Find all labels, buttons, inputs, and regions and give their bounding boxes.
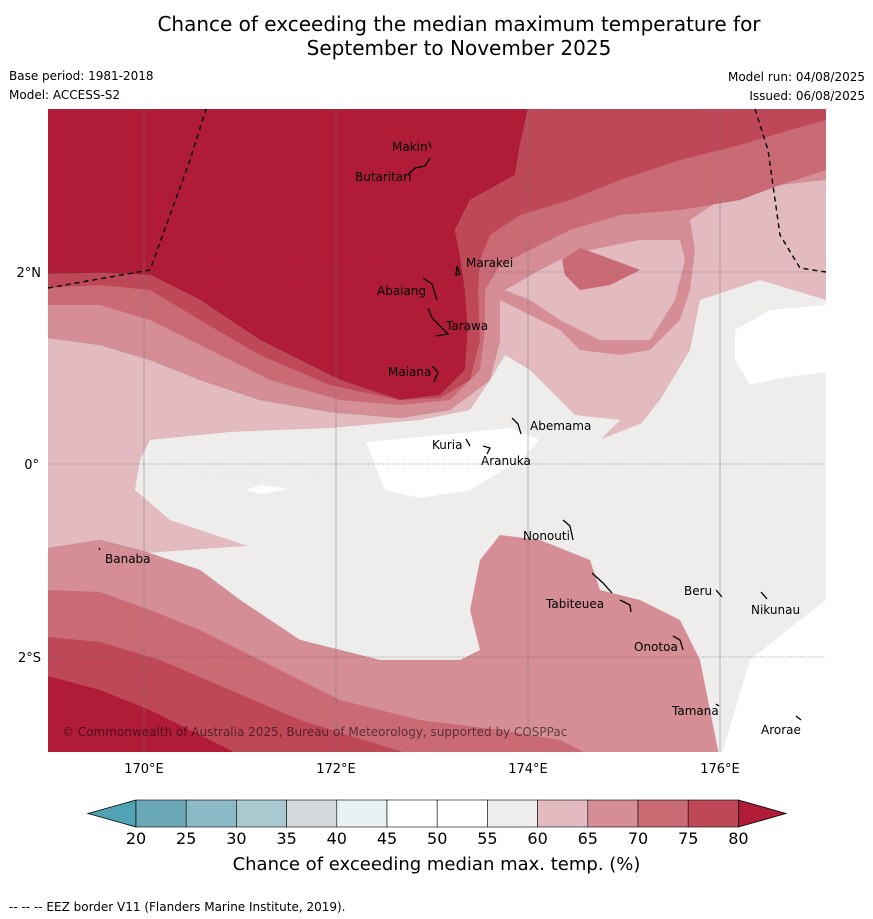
eez-footnote: -- -- -- EEZ border V11 (Flanders Marine… [9,900,346,914]
lat-tick-2s: 2°S [18,651,41,666]
label-onotoa: Onotoa [634,640,678,654]
colorbar-segment [286,799,338,828]
island-labels: Makin Butaritari Marakei Abaiang Tarawa … [105,140,801,737]
lat-tick-0: 0° [24,458,39,473]
colorbar-segment [587,799,639,828]
colorbar-tick-label: 55 [477,829,497,848]
colorbar-segment [687,799,739,828]
colorbar-tick-label: 30 [226,829,246,848]
lon-tick-176: 176°E [700,762,740,777]
label-tamana: Tamana [671,704,719,718]
title-line-1: Chance of exceeding the median maximum t… [157,12,761,36]
label-marakei: Marakei [466,256,513,270]
colorbar: 20 25 30 35 40 45 50 55 60 65 70 75 80 [86,799,788,848]
colorbar-tick-label: 35 [276,829,296,848]
base-period: Base period: 1981-2018 [9,69,154,83]
colorbar-tick-label: 65 [578,829,598,848]
colorbar-tick-label: 70 [628,829,648,848]
label-kuria: Kuria [432,438,463,452]
longitude-tick-labels: 170°E 172°E 174°E 176°E [124,762,740,777]
label-maiana: Maiana [388,365,431,379]
lon-tick-172: 172°E [316,762,356,777]
lon-tick-170: 170°E [124,762,164,777]
colorbar-over-arrow [738,799,788,828]
colorbar-title: Chance of exceeding median max. temp. (%… [232,854,641,875]
label-tabiteuea: Tabiteuea [545,597,604,611]
colorbar-tick-label: 45 [377,829,397,848]
label-makin: Makin [392,140,428,154]
island-outlines [98,141,802,721]
lon-tick-174: 174°E [508,762,548,777]
longitude-gridlines [143,109,721,752]
label-arorae: Arorae [761,723,801,737]
colorbar-tick-label: 60 [527,829,547,848]
label-nonouti: Nonouti [523,529,570,543]
colorbar-segment [185,799,237,828]
colorbar-segment [537,799,589,828]
model-name: Model: ACCESS-S2 [9,88,121,102]
label-abaiang: Abaiang [377,284,426,298]
label-butaritari: Butaritari [355,170,412,184]
colorbar-segment [436,799,488,828]
label-abemama: Abemama [530,419,591,433]
eez-border [47,108,827,289]
label-tarawa: Tarawa [445,319,488,333]
copyright-notice: © Commonwealth of Australia 2025, Bureau… [62,725,567,739]
colorbar-tick-label: 20 [126,829,146,848]
colorbar-tick-label: 40 [327,829,347,848]
colorbar-tick-label: 75 [678,829,698,848]
issued-date: Issued: 06/08/2025 [749,89,865,103]
colorbar-segment [386,799,438,828]
colorbar-tick-label: 80 [728,829,748,848]
colorbar-under-arrow [86,799,137,828]
title-line-2: September to November 2025 [306,36,612,60]
colorbar-segment [487,799,538,828]
latitude-tick-labels: 2°N 0° 2°S [17,266,42,666]
model-run: Model run: 04/08/2025 [727,70,865,84]
colorbar-tick-label: 25 [176,829,196,848]
latitude-gridlines [48,271,826,658]
colorbar-segment [135,799,187,828]
label-nikunau: Nikunau [751,603,800,617]
label-banaba: Banaba [105,552,151,566]
probability-contours [48,109,826,752]
chart-title: Chance of exceeding the median maximum t… [0,12,873,60]
label-aranuka: Aranuka [481,454,531,468]
colorbar-segment [637,799,689,828]
colorbar-segment [236,799,287,828]
lat-tick-2n: 2°N [17,266,42,281]
colorbar-segment [336,799,388,828]
colorbar-tick-label: 50 [427,829,447,848]
label-beru: Beru [684,584,712,598]
